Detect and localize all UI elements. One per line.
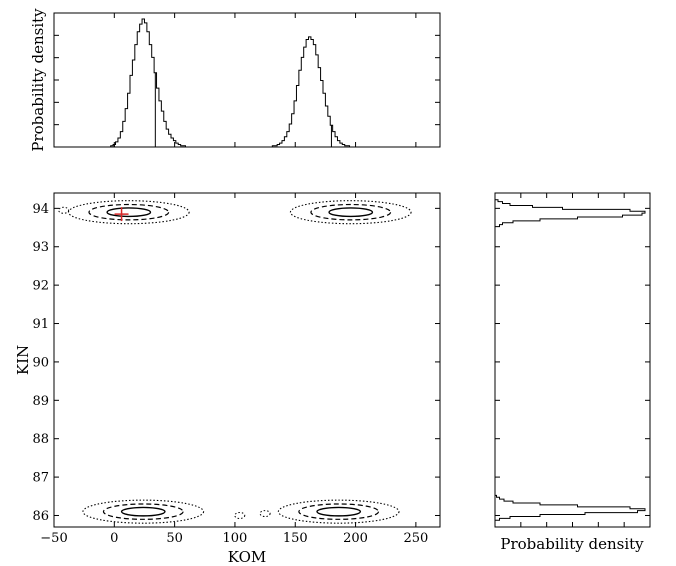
contour-level: [120, 506, 166, 517]
joint-panel-frame: [53, 192, 441, 528]
contour-level: [298, 503, 380, 520]
contour-level: [310, 203, 392, 221]
contour-level: [106, 207, 152, 218]
top-panel-frame: [53, 12, 441, 148]
top-ticks: [53, 13, 440, 147]
contour-level: [102, 503, 184, 520]
contour-island: [234, 511, 246, 519]
joint-ticks: −50 0 50 100 150 200 250 86 87 88 89 90 91 92 93 94: [32, 193, 440, 546]
joint-x-tick-label: −50: [40, 531, 67, 546]
contour-level: [328, 207, 374, 218]
joint-contours: [58, 200, 412, 524]
joint-y-tick-label: 92: [32, 279, 49, 294]
top-histogram: [108, 18, 422, 148]
contour-level: [289, 200, 412, 225]
joint-panel: −50 0 50 100 150 200 250 86 87 88 89 90 91 92 93 94 KOM…: [14, 192, 441, 566]
joint-x-tick-label: 200: [343, 531, 368, 546]
joint-x-axis-label: KOM: [228, 548, 266, 566]
joint-y-tick-label: 93: [32, 240, 49, 255]
right-panel: Probability density: [494, 192, 651, 553]
joint-y-tick-label: 91: [32, 317, 49, 332]
top-y-axis-label: Probability density: [29, 8, 47, 152]
joint-y-tick-label: 87: [32, 471, 49, 486]
contour-island: [259, 510, 271, 518]
joint-y-tick-label: 89: [32, 394, 49, 409]
right-histogram: [495, 199, 646, 521]
joint-x-tick-label: 150: [283, 531, 308, 546]
contour-level: [67, 200, 190, 225]
contour-island: [58, 206, 70, 214]
right-ticks: [495, 193, 650, 527]
contour-level: [316, 506, 362, 517]
joint-x-tick-label: 100: [223, 531, 248, 546]
joint-y-tick-label: 86: [32, 509, 49, 524]
contour-level: [277, 499, 400, 524]
right-panel-frame: [494, 192, 651, 528]
joint-x-tick-label: 250: [403, 531, 428, 546]
top-credible-lines: [113, 72, 332, 147]
right-histogram-peak: [495, 494, 646, 521]
right-histogram-peak: [495, 199, 646, 228]
right-x-axis-label: Probability density: [500, 535, 644, 553]
contour-level: [82, 499, 205, 524]
joint-y-tick-label: 94: [32, 202, 49, 217]
contour-level: [88, 203, 170, 221]
top-panel: Probability density: [29, 8, 441, 152]
joint-y-tick-label: 88: [32, 432, 49, 447]
joint-x-tick-label: 0: [110, 531, 118, 546]
joint-y-tick-label: 90: [32, 355, 49, 370]
joint-x-tick-label: 50: [166, 531, 183, 546]
joint-y-axis-label: KIN: [14, 345, 32, 375]
true-value-marker: [114, 207, 129, 222]
